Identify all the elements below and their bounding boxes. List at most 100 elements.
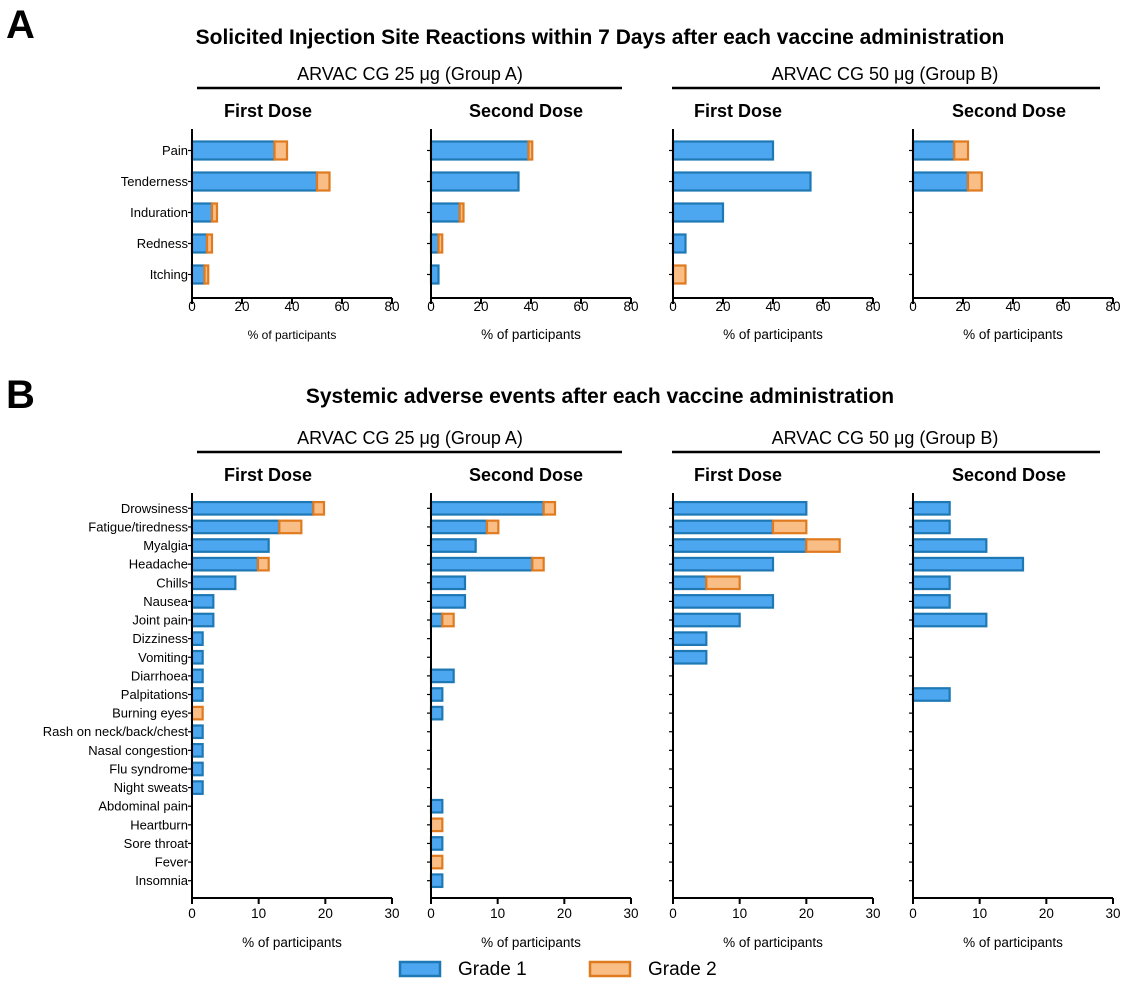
- x-tick-label: 40: [1005, 299, 1020, 314]
- bar-grade1: [190, 519, 281, 535]
- bar-grade1: [671, 500, 808, 516]
- x-axis-label: % of participants: [723, 327, 823, 342]
- category-label: Insomnia: [135, 873, 189, 888]
- bar-grade2: [203, 264, 210, 285]
- bar-grade1: [190, 743, 204, 758]
- bar-grade1: [190, 264, 206, 285]
- legend: Grade 1 Grade 2: [398, 959, 717, 980]
- category-label: Palpitations: [121, 687, 189, 702]
- x-tick-label: 80: [1105, 299, 1120, 314]
- bar-grade1: [911, 519, 951, 535]
- bar-grade1: [190, 575, 237, 591]
- panel-b-group-b-title: ARVAC CG 50 μg (Group B): [772, 428, 999, 448]
- bar-grade1: [429, 668, 455, 684]
- panel-a-dose-title-4: Second Dose: [952, 101, 1066, 121]
- bar-grade1: [671, 171, 812, 192]
- category-label: Burning eyes: [112, 706, 188, 721]
- x-tick-label: 30: [623, 906, 638, 921]
- legend-grade1-swatch: [398, 960, 442, 978]
- x-tick-label: 10: [732, 906, 747, 921]
- bar-grade1: [671, 519, 775, 535]
- x-tick-label: 20: [799, 906, 814, 921]
- bar-grade1: [429, 202, 461, 223]
- bar-grade2: [205, 233, 214, 254]
- x-axis-label: % of participants: [248, 328, 337, 342]
- legend-grade2-label: Grade 2: [648, 959, 717, 980]
- bar-grade1: [190, 724, 204, 740]
- bar-grade1: [429, 538, 477, 553]
- x-tick-label: 20: [473, 299, 488, 314]
- bar-grade1: [429, 500, 545, 516]
- x-axis-label: % of participants: [963, 327, 1063, 342]
- bar-grade1: [190, 202, 214, 223]
- category-label: Vomiting: [138, 650, 188, 665]
- bar-grade1: [429, 556, 534, 572]
- category-label: Diarrhoea: [131, 668, 189, 683]
- x-axis-label: % of participants: [481, 935, 581, 950]
- x-tick-label: 40: [523, 299, 538, 314]
- panel-b-dose-title-2: Second Dose: [469, 465, 583, 485]
- bar-grade1: [671, 575, 708, 591]
- bar-grade1: [911, 171, 970, 192]
- x-tick-label: 20: [715, 299, 730, 314]
- bar-grade1: [190, 594, 215, 609]
- x-tick-label: 60: [573, 299, 588, 314]
- panel-a-title: Solicited Injection Site Reactions withi…: [196, 26, 1005, 49]
- x-axis-label: % of participants: [242, 935, 342, 950]
- x-tick-label: 60: [1055, 299, 1070, 314]
- subplot-4: 0 10 20 30 % of participants: [909, 493, 1121, 950]
- panel-b-letter: B: [6, 373, 35, 417]
- bar-grade1: [190, 649, 204, 665]
- bar-grade1: [429, 264, 440, 285]
- legend-grade1-label: Grade 1: [458, 959, 527, 980]
- bar-grade1: [190, 171, 319, 192]
- x-tick-label: 20: [1039, 906, 1054, 921]
- bar-grade1: [190, 556, 260, 572]
- x-tick-label: 30: [384, 906, 399, 921]
- bar-grade1: [911, 575, 951, 591]
- category-label: Abdominal pain: [98, 799, 188, 814]
- bar-grade1: [671, 649, 708, 665]
- panel-a-plots: Pain Tenderness Induration Redness Itching 0 2…: [121, 129, 1121, 342]
- bar-grade2: [542, 500, 557, 516]
- x-axis-label: % of participants: [481, 327, 581, 342]
- subplot-3: 0 10 20 30 % of participants: [669, 493, 881, 950]
- x-tick-label: 0: [427, 906, 435, 921]
- subplot-2: 0 20 40 60 80 % of participants: [427, 129, 639, 342]
- panel-a-group-a-title: ARVAC CG 25 μg (Group A): [297, 64, 523, 84]
- bar-grade1: [671, 594, 775, 609]
- x-tick-label: 80: [865, 299, 880, 314]
- bar-grade1: [911, 594, 951, 609]
- bar-grade1: [429, 575, 467, 591]
- x-axis-label: % of participants: [723, 935, 823, 950]
- bar-grade1: [190, 687, 204, 702]
- x-axis-label: % of participants: [963, 935, 1063, 950]
- bar-grade2: [671, 264, 687, 285]
- bar-grade1: [190, 233, 209, 254]
- bar-grade1: [671, 233, 687, 254]
- bar-grade2: [805, 538, 841, 553]
- category-label: Drowsiness: [121, 501, 189, 516]
- panel-a-group-b-title: ARVAC CG 50 μg (Group B): [772, 64, 999, 84]
- bar-grade1: [911, 556, 1025, 572]
- bar-grade2: [210, 202, 219, 223]
- x-tick-label: 40: [765, 299, 780, 314]
- bar-grade1: [671, 612, 741, 628]
- category-label: Heartburn: [130, 817, 188, 832]
- category-label: Fever: [155, 855, 189, 870]
- bar-grade1: [429, 171, 520, 192]
- bar-grade1: [671, 631, 708, 646]
- x-tick-label: 20: [318, 906, 333, 921]
- panel-a-dose-title-1: First Dose: [224, 101, 312, 121]
- bar-grade1: [190, 538, 270, 553]
- subplot-2: 0 10 20 30 % of participants: [427, 493, 639, 950]
- subplot-1: 0 20 40 60 80 % of participants: [188, 129, 400, 342]
- bar-grade2: [278, 519, 303, 535]
- x-tick-label: 10: [972, 906, 987, 921]
- bar-grade2: [256, 556, 270, 572]
- bar-grade1: [429, 594, 467, 609]
- bar-grade2: [458, 202, 465, 223]
- bar-grade1: [429, 687, 444, 702]
- category-label: Night sweats: [114, 780, 189, 795]
- bar-grade1: [429, 140, 530, 161]
